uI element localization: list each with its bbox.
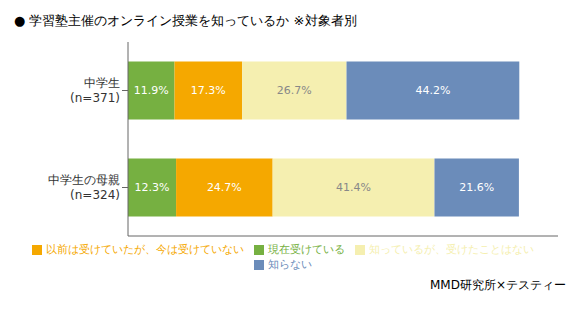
html-text:以前は受けていたが、今は受けていない: 以前は受けていたが、今は受けていない [46,243,244,256]
html-text:● 学習塾主催のオンライン授業を知っているか ※対象者別: ● 学習塾主催のオンライン授業を知っているか ※対象者別 [14,13,357,28]
svg-text:17.3%: 17.3% [191,84,226,97]
html-text:知っているが、受けたことはない: 知っているが、受けたことはない [369,243,534,256]
svg-text:26.7%: 26.7% [277,84,312,97]
svg-text:21.6%: 21.6% [459,181,494,194]
svg-text:中学生の母親(n=324): 中学生の母親(n=324) [48,173,120,202]
svg-text:11.9%: 11.9% [134,84,169,97]
html-text:MMD研究所×テスティー: MMD研究所×テスティー [430,278,566,292]
svg-text:中学生(n=371): 中学生(n=371) [70,76,120,105]
svg-text:41.4%: 41.4% [336,181,371,194]
html-text:現在受けている: 現在受けている [268,243,345,256]
svg-text:24.7%: 24.7% [207,181,242,194]
html-text:知らない: 知らない [268,258,312,271]
svg-text:44.2%: 44.2% [415,84,450,97]
svg-text:12.3%: 12.3% [135,181,170,194]
